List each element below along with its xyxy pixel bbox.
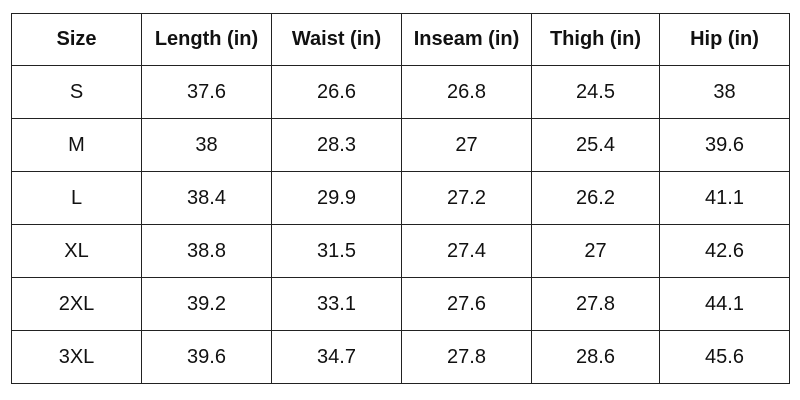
measure-cell: 27.8 <box>401 330 532 384</box>
measure-cell: 39.6 <box>141 330 272 384</box>
measure-cell: 27.6 <box>401 277 532 331</box>
table-row: XL 38.8 31.5 27.4 27 42.6 <box>11 224 790 278</box>
measure-cell: 25.4 <box>531 118 660 172</box>
measure-cell: 39.6 <box>659 118 790 172</box>
measure-cell: 41.1 <box>659 171 790 225</box>
measure-cell: 27.8 <box>531 277 660 331</box>
size-cell: L <box>11 171 142 225</box>
header-row: Size Length (in) Waist (in) Inseam (in) Thig… <box>11 13 790 66</box>
measure-cell: 31.5 <box>271 224 402 278</box>
header-cell: Inseam (in) <box>401 13 532 66</box>
table-row: S 37.6 26.6 26.8 24.5 38 <box>11 65 790 119</box>
size-cell: 2XL <box>11 277 142 331</box>
measure-cell: 29.9 <box>271 171 402 225</box>
table-body: S 37.6 26.6 26.8 24.5 38 M 38 28.3 27 25.4 39.6 L 38.… <box>11 65 790 384</box>
measure-cell: 26.8 <box>401 65 532 119</box>
header-cell: Thigh (in) <box>531 13 660 66</box>
measure-cell: 42.6 <box>659 224 790 278</box>
measure-cell: 39.2 <box>141 277 272 331</box>
size-chart: Size Length (in) Waist (in) Inseam (in) Thig… <box>11 13 790 384</box>
header-cell: Size <box>11 13 142 66</box>
measure-cell: 27.4 <box>401 224 532 278</box>
table-row: 3XL 39.6 34.7 27.8 28.6 45.6 <box>11 330 790 384</box>
table-row: 2XL 39.2 33.1 27.6 27.8 44.1 <box>11 277 790 331</box>
header-cell: Waist (in) <box>271 13 402 66</box>
header-cell: Hip (in) <box>659 13 790 66</box>
measure-cell: 28.6 <box>531 330 660 384</box>
size-cell: M <box>11 118 142 172</box>
measure-cell: 38 <box>659 65 790 119</box>
size-cell: 3XL <box>11 330 142 384</box>
size-table: Size Length (in) Waist (in) Inseam (in) Thig… <box>11 13 790 384</box>
measure-cell: 34.7 <box>271 330 402 384</box>
measure-cell: 38 <box>141 118 272 172</box>
measure-cell: 27.2 <box>401 171 532 225</box>
measure-cell: 38.8 <box>141 224 272 278</box>
measure-cell: 26.2 <box>531 171 660 225</box>
measure-cell: 28.3 <box>271 118 402 172</box>
measure-cell: 37.6 <box>141 65 272 119</box>
table-row: M 38 28.3 27 25.4 39.6 <box>11 118 790 172</box>
measure-cell: 27 <box>401 118 532 172</box>
measure-cell: 38.4 <box>141 171 272 225</box>
header-cell: Length (in) <box>141 13 272 66</box>
measure-cell: 44.1 <box>659 277 790 331</box>
table-row: L 38.4 29.9 27.2 26.2 41.1 <box>11 171 790 225</box>
size-cell: S <box>11 65 142 119</box>
measure-cell: 27 <box>531 224 660 278</box>
measure-cell: 24.5 <box>531 65 660 119</box>
measure-cell: 45.6 <box>659 330 790 384</box>
measure-cell: 26.6 <box>271 65 402 119</box>
measure-cell: 33.1 <box>271 277 402 331</box>
size-cell: XL <box>11 224 142 278</box>
